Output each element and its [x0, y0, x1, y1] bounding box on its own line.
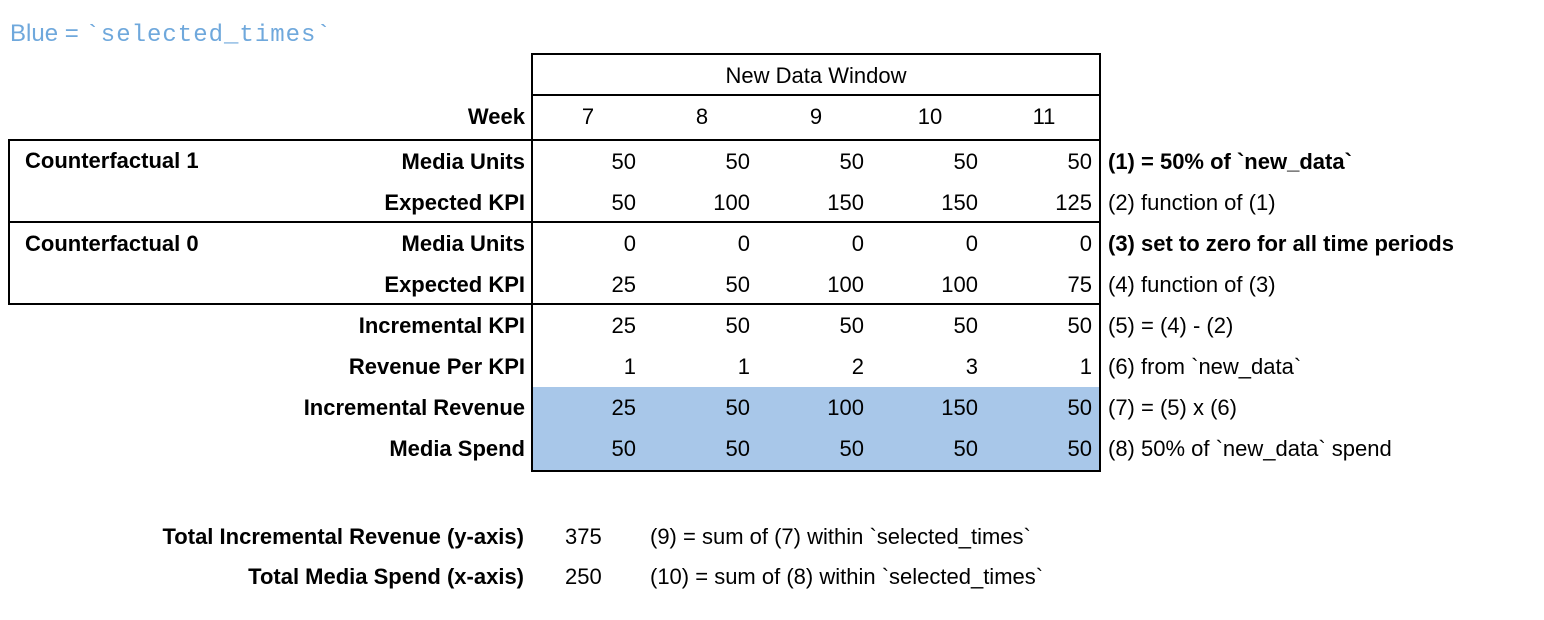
week-cell: 8	[695, 103, 709, 129]
data-cell: 50	[839, 312, 864, 338]
data-cell: 25	[611, 271, 636, 297]
row-cells: 50 50 50 50 50	[531, 141, 1101, 182]
data-cell: 100	[827, 394, 864, 420]
data-cell: 1	[623, 353, 636, 379]
row-cells: 25 50 100 100 75	[531, 264, 1101, 305]
data-cell: 50	[1067, 436, 1092, 461]
data-cell: 25	[611, 394, 636, 420]
data-cell: 50	[725, 148, 750, 174]
total-incremental-revenue-value: 375	[565, 524, 602, 549]
row-annotation: (8) 50% of `new_data` spend	[1108, 436, 1392, 461]
data-cell: 100	[713, 189, 750, 215]
table-row: Incremental KPI 25 50 50 50 50 (5) = (4)…	[0, 305, 1544, 346]
row-label: Media Spend	[389, 436, 525, 461]
data-cell: 1	[1079, 353, 1092, 379]
row-annotation: (2) function of (1)	[1108, 189, 1276, 215]
row-annotation: (6) from `new_data`	[1108, 353, 1302, 379]
table-row: Media Units 0 0 0 0 0 (3) set to zero fo…	[0, 223, 1544, 264]
table-row: Expected KPI 25 50 100 100 75 (4) functi…	[0, 264, 1544, 305]
data-cell: 50	[953, 312, 978, 338]
data-cell: 100	[941, 271, 978, 297]
legend-note-prefix: Blue =	[10, 20, 86, 47]
legend-note: Blue = `selected_times`	[10, 16, 332, 52]
total-media-spend-label: Total Media Spend (x-axis)	[248, 564, 524, 589]
data-cell: 50	[839, 148, 864, 174]
row-label: Incremental Revenue	[303, 394, 525, 420]
data-cell: 75	[1067, 271, 1092, 297]
data-cell: 2	[851, 353, 864, 379]
data-cell: 50	[1067, 148, 1092, 174]
data-cell: 50	[953, 148, 978, 174]
week-cell: 11	[1032, 103, 1056, 129]
row-cells: 25 50 50 50 50	[531, 305, 1101, 346]
total-annotation: (10) = sum of (8) within `selected_times…	[650, 564, 1044, 589]
row-label: Expected KPI	[384, 189, 525, 215]
row-cells: 50 50 50 50 50	[531, 428, 1101, 470]
counterfactual-0-label: Counterfactual 0	[25, 231, 199, 256]
data-cell: 50	[725, 436, 750, 461]
row-annotation: (5) = (4) - (2)	[1108, 312, 1234, 338]
week-cell: 7	[581, 103, 595, 129]
row-cells: 25 50 100 150 50	[531, 387, 1101, 428]
row-annotation: (4) function of (3)	[1108, 271, 1276, 297]
data-cell: 150	[941, 394, 978, 420]
data-cell: 25	[611, 312, 636, 338]
data-cell: 50	[1067, 394, 1092, 420]
row-label: Media Units	[401, 148, 525, 174]
row-annotation: (1) = 50% of `new_data`	[1108, 148, 1352, 174]
data-cell: 50	[725, 394, 750, 420]
data-cell: 3	[965, 353, 978, 379]
data-cell: 1	[737, 353, 750, 379]
total-media-spend-value: 250	[565, 564, 602, 589]
data-cell: 0	[623, 230, 636, 256]
row-cells: 1 1 2 3 1	[531, 346, 1101, 387]
selected-times-highlight	[533, 387, 1099, 470]
data-cell: 50	[611, 189, 636, 215]
week-cell: 9	[809, 103, 823, 129]
table-row-highlighted: Media Spend 50 50 50 50 50 (8) 50% of `n…	[0, 428, 1544, 470]
data-cell: 50	[1067, 312, 1092, 338]
week-row: Week 7 8 9 10 11	[0, 94, 1544, 139]
data-cell: 0	[851, 230, 864, 256]
row-label: Revenue Per KPI	[348, 353, 525, 379]
row-cells: 50 100 150 150 125	[531, 182, 1101, 223]
total-row: Total Media Spend (x-axis) 250 (10) = su…	[0, 557, 1544, 597]
table-row: Revenue Per KPI 1 1 2 3 1 (6) from `new_…	[0, 346, 1544, 387]
data-cell: 50	[611, 436, 636, 461]
data-cell: 50	[725, 312, 750, 338]
data-cell: 150	[827, 189, 864, 215]
week-cells: 7 8 9 10 11	[531, 94, 1101, 139]
data-cell: 0	[737, 230, 750, 256]
row-annotation: (7) = (5) x (6)	[1108, 394, 1237, 420]
row-label: Media Units	[401, 230, 525, 256]
data-cell: 50	[725, 271, 750, 297]
data-cell: 0	[1079, 230, 1092, 256]
total-incremental-revenue-label: Total Incremental Revenue (y-axis)	[162, 524, 525, 549]
row-label: Expected KPI	[384, 271, 525, 297]
table-row-highlighted: Incremental Revenue 25 50 100 150 50 (7)…	[0, 387, 1544, 428]
new-data-window-header: New Data Window	[725, 63, 907, 88]
data-cell: 50	[839, 436, 864, 461]
data-cell: 50	[611, 148, 636, 174]
week-label: Week	[467, 103, 525, 129]
row-label: Incremental KPI	[358, 312, 525, 338]
total-annotation: (9) = sum of (7) within `selected_times`	[650, 524, 1031, 549]
counterfactual-1-label: Counterfactual 1	[25, 148, 199, 173]
data-cell: 100	[827, 271, 864, 297]
row-cells: 0 0 0 0 0	[531, 223, 1101, 264]
data-cell: 0	[965, 230, 978, 256]
legend-note-code: `selected_times`	[85, 22, 332, 49]
total-row: Total Incremental Revenue (y-axis) 375 (…	[0, 517, 1544, 557]
table-row: Expected KPI 50 100 150 150 125 (2) func…	[0, 182, 1544, 223]
data-cell: 125	[1055, 189, 1092, 215]
data-cell: 50	[953, 436, 978, 461]
row-annotation: (3) set to zero for all time periods	[1108, 230, 1454, 256]
table-row: Media Units 50 50 50 50 50 (1) = 50% of …	[0, 141, 1544, 182]
data-cell: 150	[941, 189, 978, 215]
week-cell: 10	[917, 103, 943, 129]
